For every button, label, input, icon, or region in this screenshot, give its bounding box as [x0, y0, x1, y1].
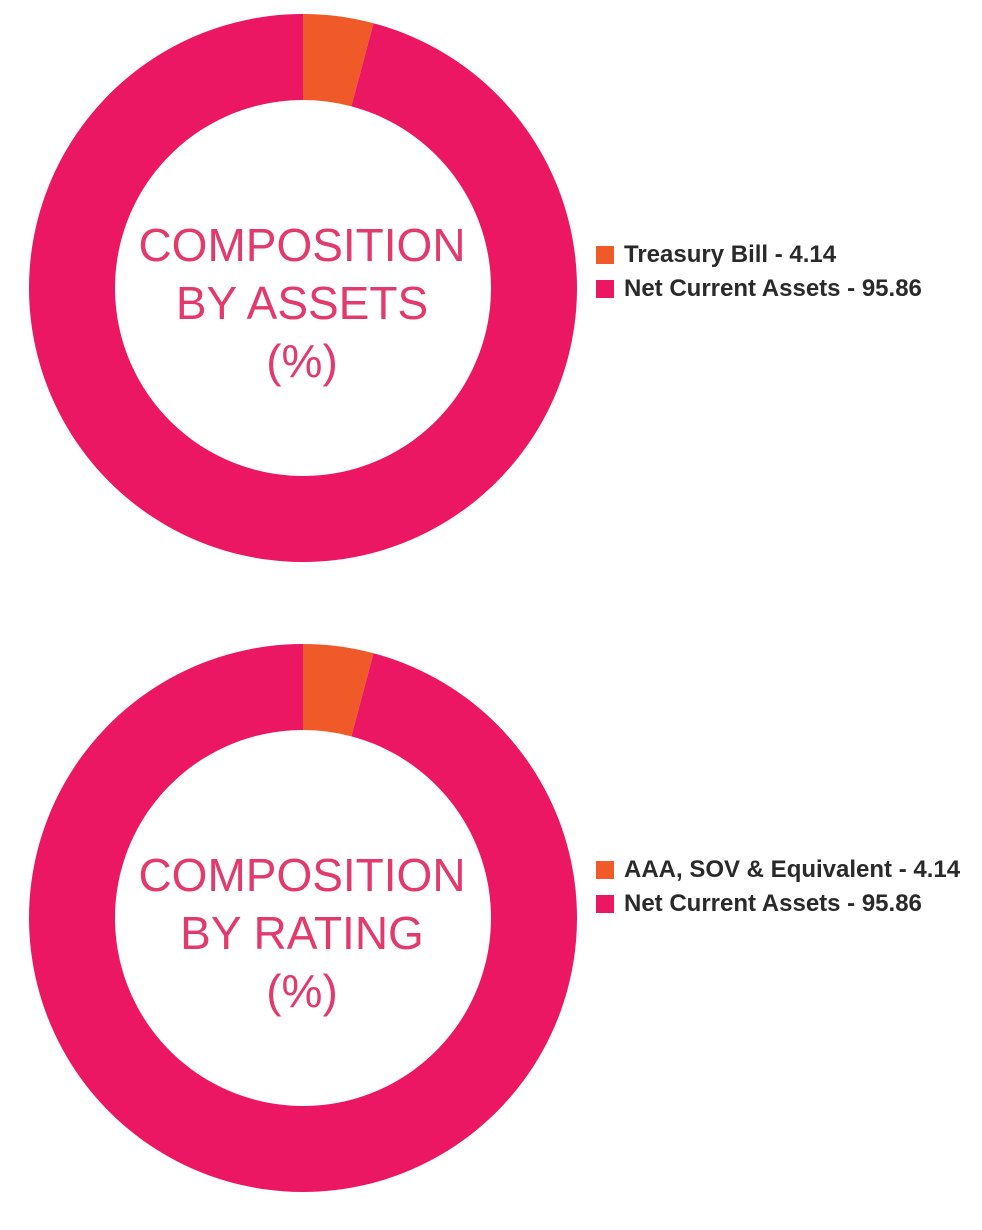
rating-slices — [28, 644, 578, 1192]
legend-item-net-current-assets: Net Current Assets - 95.86 — [596, 887, 976, 921]
legend-label: Net Current Assets - 95.86 — [624, 890, 922, 917]
legend-swatch — [596, 246, 614, 264]
rating-title-line-1: COMPOSITION — [138, 849, 466, 901]
assets-donut — [28, 14, 578, 563]
assets-title-line-2: BY ASSETS — [175, 277, 429, 329]
legend-label: Treasury Bill - 4.14 — [624, 241, 837, 268]
rating-composition-chart: COMPOSITION BY RATING (%) AAA, SOV & Equ… — [0, 630, 982, 1219]
rating-legend: AAA, SOV & Equivalent - 4.14 Net Current… — [596, 853, 976, 921]
legend-item-net-current-assets: Net Current Assets - 95.86 — [596, 272, 976, 306]
donut-slice-0 — [303, 644, 374, 737]
rating-donut — [28, 644, 578, 1192]
donut-slice-1 — [28, 14, 578, 563]
legend-item-aaa-sov-equivalent: AAA, SOV & Equivalent - 4.14 — [596, 853, 976, 887]
legend-swatch — [596, 280, 614, 298]
rating-title-line-2: BY RATING — [180, 907, 424, 959]
assets-title-line-1: COMPOSITION — [138, 219, 466, 271]
assets-legend: Treasury Bill - 4.14 Net Current Assets … — [596, 238, 976, 306]
rating-title-line-3: (%) — [266, 965, 338, 1017]
legend-label: AAA, SOV & Equivalent - 4.14 — [624, 856, 961, 883]
legend-swatch — [596, 895, 614, 913]
assets-center-title: COMPOSITION BY ASSETS (%) — [100, 216, 504, 390]
donut-slice-0 — [303, 14, 374, 107]
legend-label: Net Current Assets - 95.86 — [624, 275, 922, 302]
rating-center-title: COMPOSITION BY RATING (%) — [100, 846, 504, 1020]
legend-swatch — [596, 861, 614, 879]
legend-item-treasury-bill: Treasury Bill - 4.14 — [596, 238, 976, 272]
assets-composition-chart: COMPOSITION BY ASSETS (%) Treasury Bill … — [0, 0, 982, 600]
assets-slices — [28, 14, 578, 563]
donut-slice-1 — [28, 644, 578, 1192]
assets-title-line-3: (%) — [266, 335, 338, 387]
